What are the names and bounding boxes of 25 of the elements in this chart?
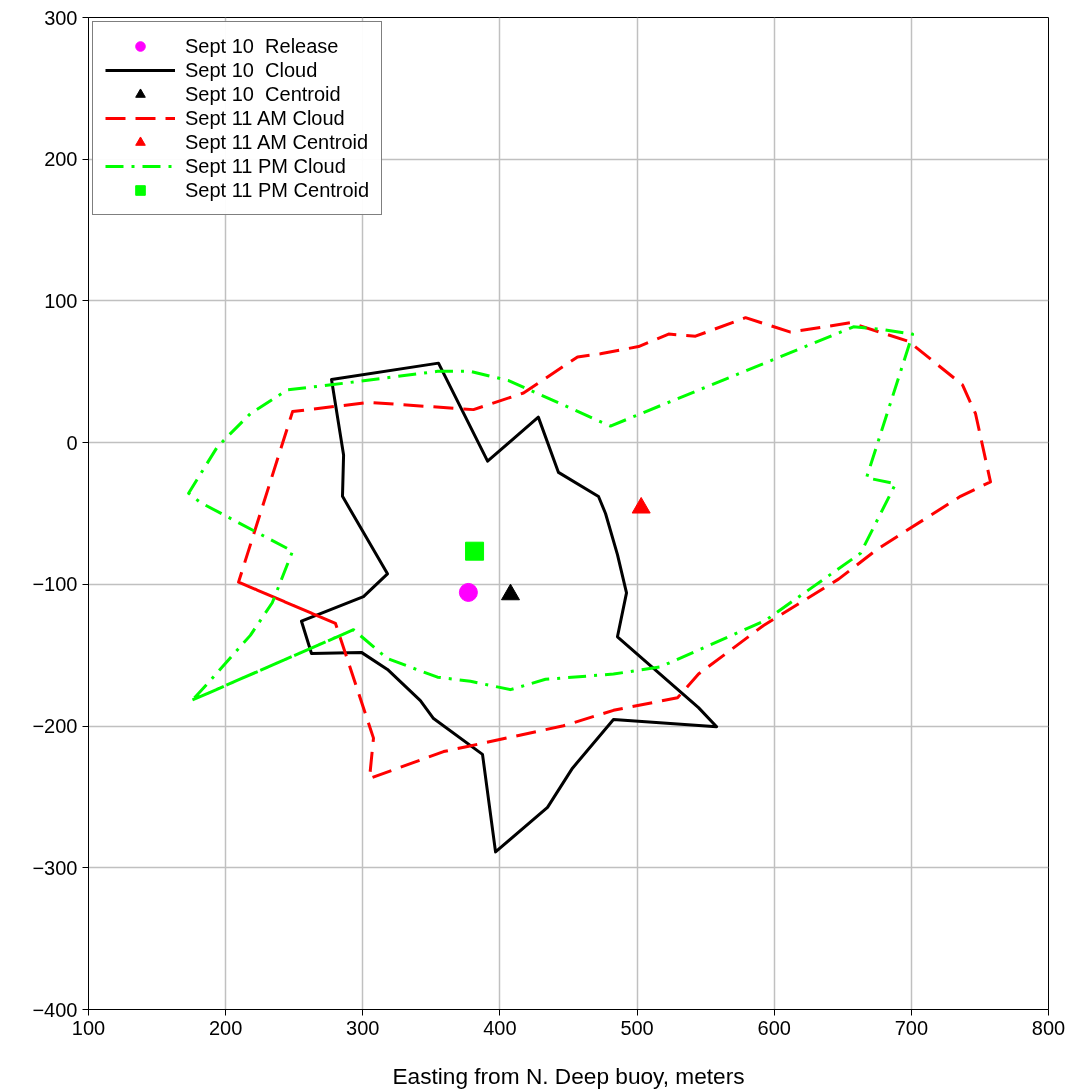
line-series bbox=[299, 361, 719, 854]
x-axis-title: Easting from N. Deep buoy, meters bbox=[392, 1062, 745, 1089]
y-tick-label: 200 bbox=[44, 148, 78, 171]
x-tick-label: 700 bbox=[894, 1016, 929, 1039]
line-series bbox=[187, 325, 915, 702]
x-tick-label: 500 bbox=[620, 1016, 654, 1039]
y-tick-label: −200 bbox=[32, 715, 78, 738]
y-tick-label: −300 bbox=[32, 856, 78, 879]
x-tick-label: 200 bbox=[208, 1016, 243, 1039]
x-tick-label: 600 bbox=[757, 1016, 791, 1039]
x-tick-label: 800 bbox=[1031, 1016, 1066, 1039]
legend-label: Sept 11 AM Cloud bbox=[185, 106, 345, 130]
legend-label: Sept 10 Cloud bbox=[185, 58, 318, 82]
legend-label: Sept 11 PM Centroid bbox=[185, 178, 370, 202]
line-series bbox=[237, 316, 992, 781]
y-tick-label: −100 bbox=[32, 573, 78, 596]
x-tick-label: 400 bbox=[483, 1016, 517, 1039]
legend-label: Sept 11 PM Cloud bbox=[185, 154, 346, 178]
x-tick-label: 300 bbox=[346, 1016, 380, 1039]
y-tick-label: 0 bbox=[66, 431, 78, 454]
y-tick-label: 100 bbox=[44, 289, 78, 312]
y-tick-label: 300 bbox=[44, 6, 78, 29]
legend-label: Sept 10 Centroid bbox=[185, 82, 341, 106]
legend-label: Sept 10 Release bbox=[185, 34, 339, 58]
legend-label: Sept 11 AM Centroid bbox=[185, 130, 369, 154]
